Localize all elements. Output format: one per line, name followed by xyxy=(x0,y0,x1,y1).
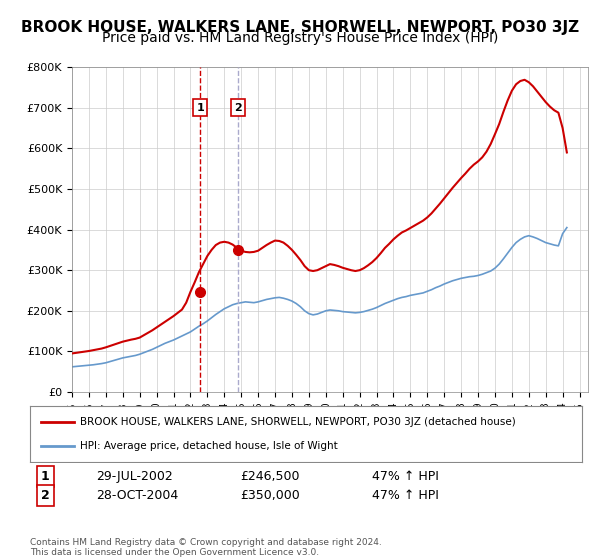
Text: Contains HM Land Registry data © Crown copyright and database right 2024.
This d: Contains HM Land Registry data © Crown c… xyxy=(30,538,382,557)
Text: BROOK HOUSE, WALKERS LANE, SHORWELL, NEWPORT, PO30 3JZ: BROOK HOUSE, WALKERS LANE, SHORWELL, NEW… xyxy=(21,20,579,35)
Text: 47% ↑ HPI: 47% ↑ HPI xyxy=(372,470,439,483)
Text: HPI: Average price, detached house, Isle of Wight: HPI: Average price, detached house, Isle… xyxy=(80,441,337,451)
Text: BROOK HOUSE, WALKERS LANE, SHORWELL, NEWPORT, PO30 3JZ (detached house): BROOK HOUSE, WALKERS LANE, SHORWELL, NEW… xyxy=(80,417,515,427)
Text: £246,500: £246,500 xyxy=(240,470,299,483)
Text: 2: 2 xyxy=(41,489,50,502)
Text: 47% ↑ HPI: 47% ↑ HPI xyxy=(372,489,439,502)
Text: £350,000: £350,000 xyxy=(240,489,299,502)
Text: 28-OCT-2004: 28-OCT-2004 xyxy=(96,489,178,502)
Text: Price paid vs. HM Land Registry's House Price Index (HPI): Price paid vs. HM Land Registry's House … xyxy=(102,31,498,45)
Text: 1: 1 xyxy=(41,470,50,483)
Text: 29-JUL-2002: 29-JUL-2002 xyxy=(96,470,173,483)
Text: 2: 2 xyxy=(234,103,242,113)
Text: 1: 1 xyxy=(196,103,204,113)
